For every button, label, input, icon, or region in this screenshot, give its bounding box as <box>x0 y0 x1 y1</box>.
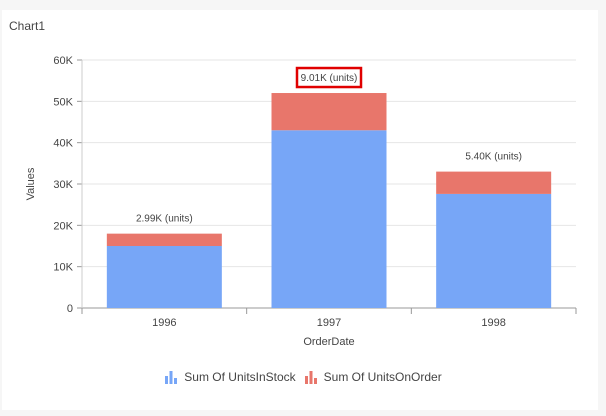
x-tick-label: 1997 <box>317 317 341 329</box>
y-tick-label: 50K <box>53 96 73 108</box>
bar-chart-icon <box>165 371 178 384</box>
y-tick-label: 40K <box>53 138 73 150</box>
data-label: 2.99K (units) <box>136 214 193 225</box>
legend-label-instock: Sum Of UnitsInStock <box>184 370 296 384</box>
bar-units-in-stock[interactable] <box>436 193 552 308</box>
data-label: 9.01K (units) <box>301 73 358 84</box>
bars <box>106 93 552 308</box>
x-axis-title: OrderDate <box>303 336 354 348</box>
legend-item-onorder[interactable]: Sum Of UnitsOnOrder <box>304 370 442 384</box>
bar-units-on-order[interactable] <box>271 93 387 131</box>
bar-chart-icon <box>304 371 317 384</box>
data-labels: 2.99K (units) 9.01K (units) 5.40K (units) <box>136 66 522 225</box>
y-axis-title: Values <box>25 167 37 200</box>
chart-title: Chart1 <box>9 19 46 33</box>
highlight-box <box>295 66 363 89</box>
y-tick-label: 60K <box>53 55 73 67</box>
data-label: 5.40K (units) <box>465 152 522 163</box>
stacked-bar-chart: 0 10K 20K 30K 40K 50K 60K 1996 1997 1998 OrderDate… <box>25 55 577 348</box>
axes: 0 10K 20K 30K 40K 50K 60K 1996 1997 1998 OrderDate… <box>25 55 577 348</box>
legend-item-instock[interactable]: Sum Of UnitsInStock <box>164 370 296 384</box>
legend: Sum Of UnitsInStock Sum Of UnitsOnOrder <box>0 367 606 387</box>
y-tick-label: 10K <box>53 262 73 274</box>
bar-units-on-order[interactable] <box>436 171 552 194</box>
y-tick-label: 20K <box>53 220 73 232</box>
legend-label-onorder: Sum Of UnitsOnOrder <box>323 370 442 384</box>
bar-units-in-stock[interactable] <box>106 246 222 308</box>
x-tick-label: 1998 <box>481 317 505 329</box>
y-tick-label: 0 <box>67 303 73 315</box>
bar-units-in-stock[interactable] <box>271 130 387 308</box>
bar-units-on-order[interactable] <box>106 233 222 246</box>
y-tick-label: 30K <box>53 179 73 191</box>
x-tick-label: 1996 <box>152 317 176 329</box>
